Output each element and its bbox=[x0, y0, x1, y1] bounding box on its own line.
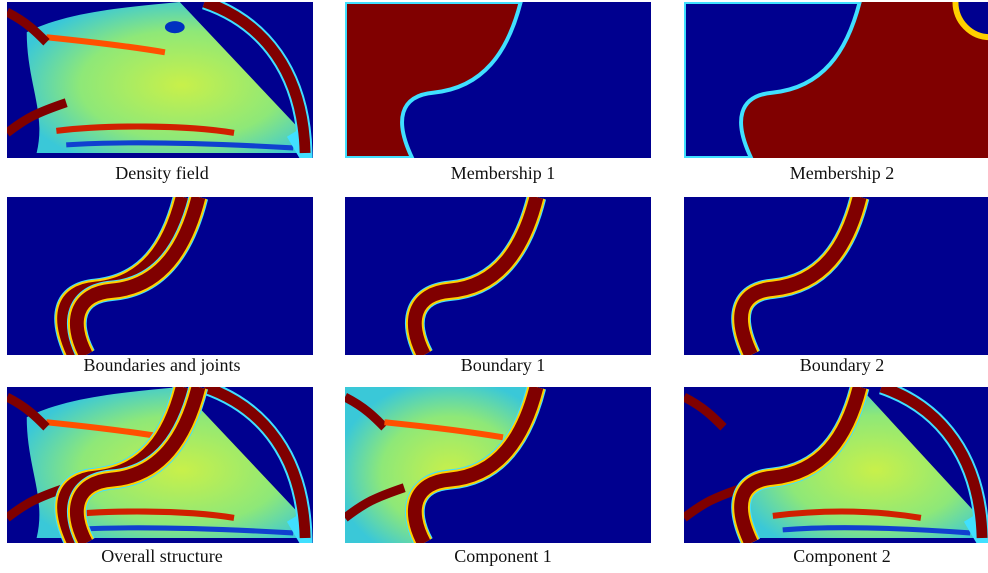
caption: Density field bbox=[2, 163, 322, 183]
component-image bbox=[345, 387, 651, 543]
caption: Component 2 bbox=[682, 546, 988, 566]
boundary-image bbox=[684, 197, 988, 355]
caption: Boundary 2 bbox=[682, 355, 988, 375]
caption: Overall structure bbox=[2, 546, 322, 566]
membership-image bbox=[345, 2, 651, 158]
membership-image bbox=[684, 2, 988, 158]
figure: Density field Membership 1 Membership 2 … bbox=[0, 0, 988, 573]
caption: Membership 2 bbox=[682, 163, 988, 183]
density-image bbox=[7, 2, 313, 158]
caption: Boundary 1 bbox=[343, 355, 663, 375]
caption: Boundaries and joints bbox=[2, 355, 322, 375]
caption: Component 1 bbox=[343, 546, 663, 566]
boundary-image bbox=[345, 197, 651, 355]
caption: Membership 1 bbox=[343, 163, 663, 183]
boundary-image bbox=[7, 197, 313, 355]
structure-image bbox=[7, 387, 313, 543]
component-image bbox=[684, 387, 988, 543]
